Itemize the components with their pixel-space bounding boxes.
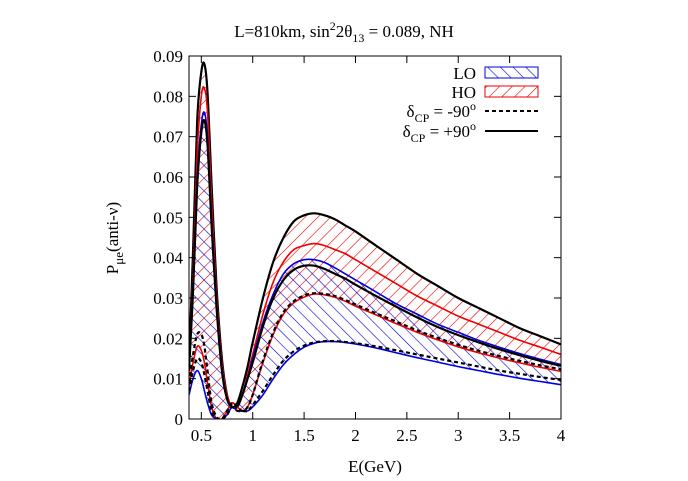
- x-tick-label: 1: [248, 426, 257, 445]
- lo-band: [189, 111, 561, 419]
- plot-frame: [188, 55, 562, 420]
- y-tick-label: 0: [175, 410, 184, 429]
- y-tick-label: 0.09: [153, 47, 183, 66]
- x-tick-label: 0.5: [191, 426, 212, 445]
- y-axis-label: Pμe(anti-ν): [103, 202, 126, 274]
- y-tick-label: 0.07: [153, 128, 183, 147]
- x-tick-label: 2.5: [396, 426, 417, 445]
- x-tick-label: 3.5: [499, 426, 520, 445]
- y-tick-label: 0.02: [153, 329, 183, 348]
- chart-title: L=810km, sin22θ13 = 0.089, NH: [234, 19, 454, 45]
- series-lines: [189, 61, 561, 419]
- series-line-0: [189, 61, 561, 409]
- x-axis-ticks: 0.5 1 1.5 2 2.5 3 3.5 4: [191, 56, 566, 445]
- series-line-3: [189, 118, 561, 410]
- y-tick-label: 0.06: [153, 168, 183, 187]
- y-tick-label: 0.08: [153, 87, 183, 106]
- series-line-1: [189, 86, 561, 410]
- y-axis-ticks: 0 0.01 0.02 0.03 0.04 0.05 0.06 0.07 0.08 0.09: [153, 47, 561, 429]
- y-tick-label: 0.04: [153, 249, 183, 268]
- x-tick-label: 3: [454, 426, 463, 445]
- ho-band: [189, 62, 561, 419]
- y-tick-label: 0.01: [153, 370, 183, 389]
- legend-label-dcp-plus90: δCP = +90o: [403, 119, 476, 145]
- series-line-7: [189, 339, 561, 419]
- legend-swatch-ho: [484, 85, 539, 98]
- legend-label-ho: HO: [451, 83, 476, 102]
- legend: LO HO δCP = -90o δCP = +90o: [403, 64, 539, 145]
- series-line-5: [189, 340, 561, 419]
- legend-label-lo: LO: [453, 64, 476, 83]
- y-tick-label: 0.05: [153, 208, 183, 227]
- legend-swatch-lo: [484, 66, 539, 79]
- x-tick-label: 1.5: [293, 426, 314, 445]
- legend-label-dcp-minus90: δCP = -90o: [407, 99, 476, 125]
- x-tick-label: 2: [351, 426, 360, 445]
- x-tick-label: 4: [557, 426, 566, 445]
- y-tick-label: 0.03: [153, 289, 183, 308]
- plot-area: [189, 61, 561, 419]
- x-axis-label: E(GeV): [348, 457, 402, 476]
- series-line-6: [189, 292, 561, 419]
